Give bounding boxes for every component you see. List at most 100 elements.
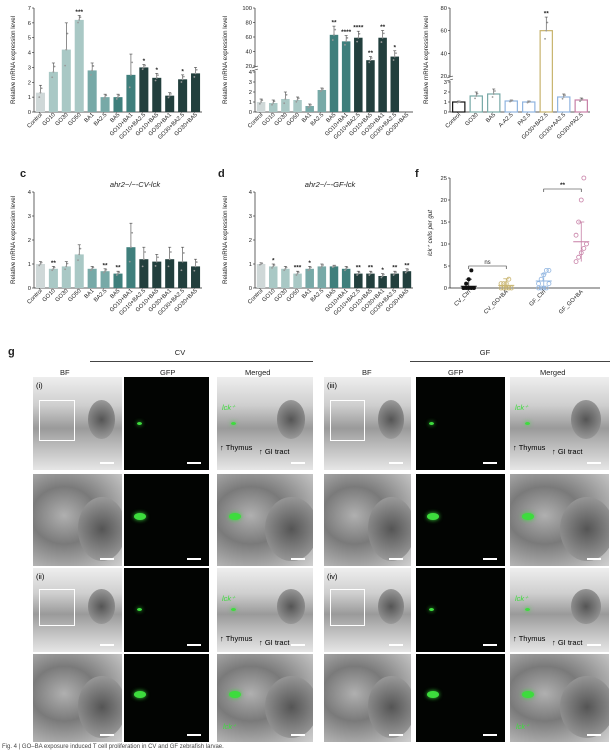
y-tick-label: 0 — [444, 286, 447, 292]
data-point — [38, 264, 41, 267]
col-label-merged-gf: Merged — [540, 368, 566, 377]
data-point — [65, 48, 68, 51]
data-point — [144, 251, 146, 253]
scale-bar — [100, 462, 114, 464]
scale-bar — [100, 644, 114, 646]
data-point — [536, 285, 541, 291]
eye-shape — [571, 400, 602, 440]
x-tick-label: BA1 — [301, 288, 313, 300]
significance-mark: * — [394, 44, 397, 51]
bar — [113, 97, 123, 112]
axis-break-gap — [252, 67, 258, 71]
x-tick-label: BA2.5 — [93, 288, 108, 303]
data-point — [154, 79, 157, 82]
data-point — [128, 260, 131, 263]
bar — [341, 41, 351, 112]
bar — [378, 276, 387, 288]
data-point — [261, 262, 264, 265]
bar — [165, 95, 175, 112]
data-point — [90, 73, 92, 76]
y-tick-label: 3 — [249, 214, 252, 220]
data-point — [368, 61, 371, 64]
gi-tract-label: ↑ GI tract — [552, 638, 583, 647]
y-tick-label: 1 — [28, 262, 31, 268]
data-point — [285, 266, 288, 269]
bar — [100, 97, 110, 112]
x-tick-label: GO50 — [286, 112, 301, 127]
data-point — [476, 92, 479, 95]
data-point — [322, 264, 324, 266]
y-tick-label: 60 — [246, 35, 252, 41]
bar — [366, 273, 375, 288]
gfp-signal — [521, 512, 534, 520]
bar — [87, 70, 97, 112]
bar — [74, 254, 84, 288]
y-tick-label: 2 — [444, 90, 447, 96]
significance-mark: ** — [331, 20, 337, 27]
y-tick-label: 3 — [249, 80, 252, 86]
data-point — [370, 57, 373, 59]
data-point — [494, 90, 496, 92]
data-point — [115, 98, 118, 100]
data-point — [545, 29, 548, 32]
significance-mark: * — [181, 68, 184, 75]
y-tick-label: 100 — [242, 6, 252, 12]
y-tick-label: 3 — [444, 80, 447, 86]
data-point — [395, 271, 397, 274]
data-point — [346, 36, 349, 39]
axis-break-mark — [251, 65, 259, 69]
data-point — [155, 260, 158, 263]
bar — [574, 99, 588, 113]
bar — [191, 73, 201, 112]
data-point — [92, 266, 95, 269]
data-point — [53, 65, 56, 68]
data-point — [273, 100, 276, 103]
bar — [268, 266, 278, 288]
significance-mark: **** — [353, 25, 364, 32]
bar — [452, 101, 466, 113]
micrograph — [510, 377, 609, 470]
bar — [539, 30, 553, 113]
bar — [48, 268, 58, 288]
x-tick-label: BA1 — [84, 288, 96, 300]
data-point — [464, 281, 469, 286]
significance-mark: * — [143, 58, 146, 65]
scale-bar — [187, 558, 201, 560]
y-axis-label: Relative mRNA expression level — [222, 16, 229, 104]
data-point — [492, 93, 495, 95]
bar — [522, 101, 536, 113]
data-point — [168, 258, 171, 261]
header-gf: GF — [479, 348, 491, 357]
thymus-label: ↑ Thymus — [220, 634, 253, 643]
bar — [256, 102, 266, 112]
gfp-signal — [134, 512, 147, 520]
x-tick-label: GO10 — [42, 288, 57, 303]
data-point — [117, 96, 119, 99]
bar — [366, 60, 375, 112]
data-point — [573, 259, 579, 264]
bar — [139, 67, 149, 112]
data-point — [66, 32, 69, 35]
scale-bar — [389, 558, 403, 560]
data-point — [284, 98, 287, 100]
significance-mark: ** — [544, 11, 550, 18]
eye-shape — [276, 589, 306, 625]
data-point — [392, 59, 395, 61]
scale-bar — [291, 462, 305, 464]
y-tick-label: 20 — [441, 74, 447, 80]
data-point — [543, 268, 549, 273]
panel-index-label: (iv) — [327, 572, 338, 581]
bar — [402, 271, 412, 288]
data-point — [368, 274, 371, 276]
micrograph — [416, 568, 505, 652]
gfp-signal — [231, 421, 237, 425]
y-axis-label: lck⁺ cells per gut — [427, 210, 434, 256]
micrograph — [324, 654, 411, 742]
header-cv-line — [90, 361, 313, 362]
panel-letter-d: d — [218, 168, 225, 180]
data-point — [459, 100, 461, 103]
data-point — [357, 36, 360, 39]
data-point — [344, 43, 346, 46]
data-point — [491, 96, 494, 98]
y-tick-label: 80 — [246, 21, 252, 27]
